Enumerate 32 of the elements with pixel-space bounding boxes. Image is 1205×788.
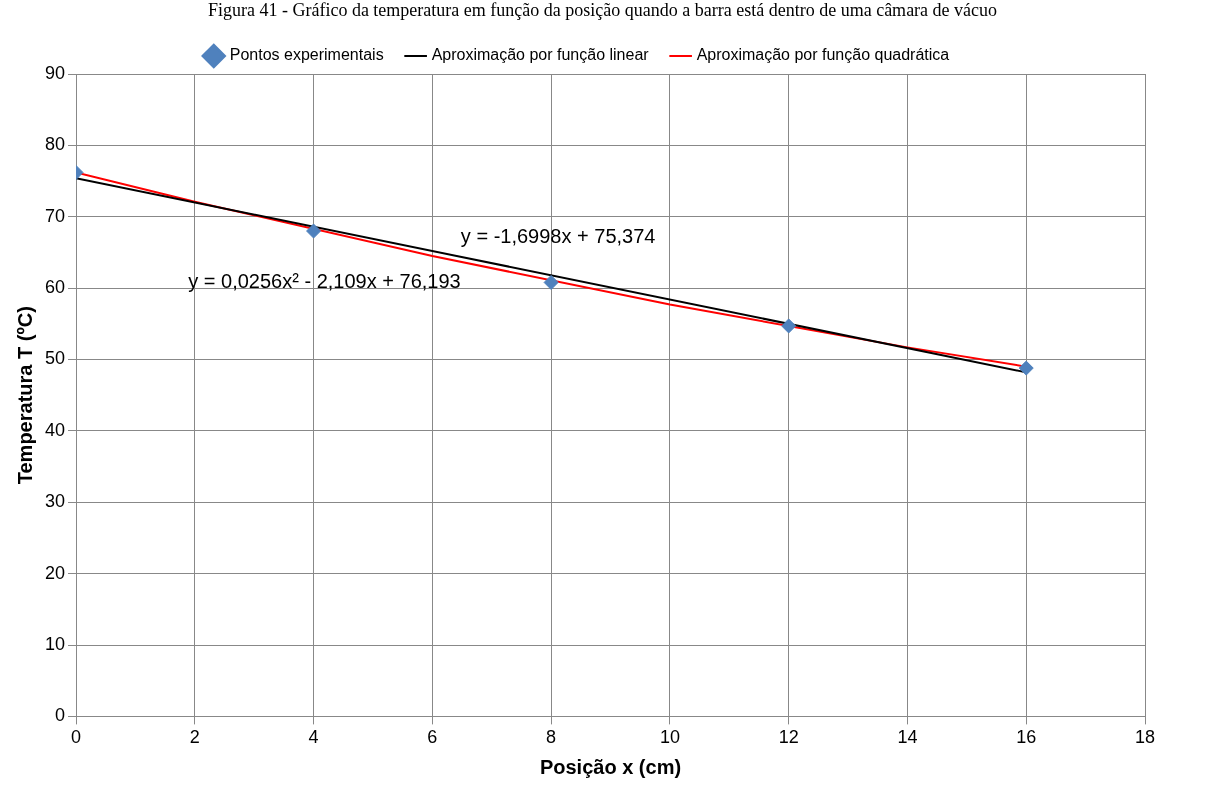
y-tick-label: 50 <box>44 348 66 369</box>
y-axis-title: Temperatura T (ºC) <box>13 306 36 485</box>
y-tick-label: 30 <box>44 491 66 512</box>
x-tick-label: 14 <box>897 727 918 748</box>
x-tick-label: 0 <box>71 727 82 748</box>
y-tick-label: 40 <box>44 419 66 440</box>
annotation: y = -1,6998x + 75,374 <box>460 225 656 248</box>
legend-label: Aproximação por função linear <box>431 46 650 64</box>
point <box>781 318 797 334</box>
y-tick-label: 60 <box>44 277 66 298</box>
y-tick-label: 10 <box>44 633 66 654</box>
x-tick-label: 8 <box>546 727 557 748</box>
y-tick-label: 0 <box>55 705 66 726</box>
x-tick-label: 12 <box>778 727 799 748</box>
chart-title: Figura 41 - Gráfico da temperatura em função da posição quando a barra está dentro de uma câmara de vácuo <box>206 0 999 22</box>
x-tick-label: 16 <box>1016 727 1037 748</box>
x-tick-label: 2 <box>189 727 200 748</box>
x-tick-label: 6 <box>427 727 438 748</box>
x-axis-title: Posição x (cm) <box>539 755 682 778</box>
y-tick-label: 20 <box>44 562 66 583</box>
point <box>543 274 559 290</box>
annotation: y = 0,0256x² - 2,109x + 76,193 <box>188 270 461 293</box>
x-tick-label: 4 <box>308 727 319 748</box>
y-tick-label: 90 <box>44 62 66 83</box>
x-tick-label: 18 <box>1134 727 1156 748</box>
point <box>306 223 322 239</box>
point <box>1018 360 1034 376</box>
y-tick-label: 80 <box>44 134 66 155</box>
x-tick-label: 10 <box>659 727 680 748</box>
legend-label: Aproximação por função quadrática <box>696 46 950 64</box>
legend-label: Pontos experimentais <box>229 46 384 64</box>
y-tick-label: 70 <box>44 205 66 226</box>
